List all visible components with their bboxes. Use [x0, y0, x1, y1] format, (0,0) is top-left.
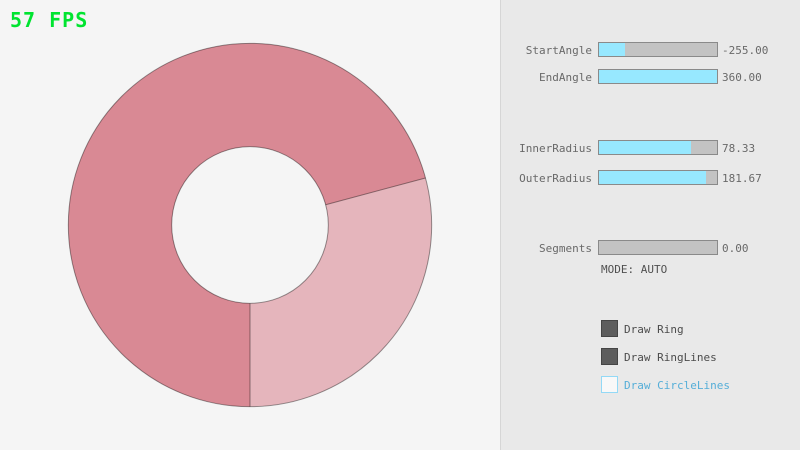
slider-row-endangle: EndAngle 360.00 [501, 69, 800, 84]
checkbox-box[interactable] [601, 320, 618, 337]
slider-row-innerradius: InnerRadius 78.33 [501, 140, 800, 155]
slider-fill [599, 171, 707, 184]
checkbox-label: Draw CircleLines [624, 379, 730, 392]
outerradius-slider[interactable] [598, 170, 718, 185]
ring-inner-outline [171, 146, 329, 304]
slider-fill [599, 141, 692, 154]
checkbox-draw-ring[interactable]: Draw Ring [601, 320, 791, 337]
slider-value: 0.00 [722, 242, 749, 255]
slider-label: OuterRadius [519, 172, 592, 185]
checkbox-draw-circlelines[interactable]: Draw CircleLines [601, 376, 791, 393]
checkbox-box[interactable] [601, 376, 618, 393]
slider-label: EndAngle [539, 71, 592, 84]
ring-overlap-sector [68, 43, 426, 407]
slider-label: Segments [539, 242, 592, 255]
controls-panel: StartAngle -255.00 EndAngle 360.00 Inner… [500, 0, 800, 450]
slider-label: InnerRadius [519, 142, 592, 155]
checkbox-box[interactable] [601, 348, 618, 365]
fps-counter: 57 FPS [10, 8, 89, 32]
slider-value: 78.33 [722, 142, 756, 155]
ring-graphic [67, 42, 433, 408]
slider-row-outerradius: OuterRadius 181.67 [501, 170, 800, 185]
checkbox-draw-ringlines[interactable]: Draw RingLines [601, 348, 791, 365]
slider-fill [599, 43, 625, 56]
slider-value: -255.00 [722, 44, 769, 57]
segments-mode-label: MODE: AUTO [601, 263, 668, 276]
checkbox-label: Draw Ring [624, 323, 684, 336]
ring-radial-line [325, 177, 426, 206]
innerradius-slider[interactable] [598, 140, 718, 155]
checkbox-label: Draw RingLines [624, 351, 717, 364]
slider-value: 360.00 [722, 71, 762, 84]
slider-fill [599, 70, 717, 83]
slider-row-segments: Segments 0.00 [501, 240, 800, 255]
slider-label: StartAngle [525, 44, 592, 57]
endangle-slider[interactable] [598, 69, 718, 84]
startangle-slider[interactable] [598, 42, 718, 57]
segments-slider[interactable] [598, 240, 718, 255]
slider-value: 181.67 [722, 172, 762, 185]
slider-row-startangle: StartAngle -255.00 [501, 42, 800, 57]
ring-outer-outline [67, 42, 433, 408]
